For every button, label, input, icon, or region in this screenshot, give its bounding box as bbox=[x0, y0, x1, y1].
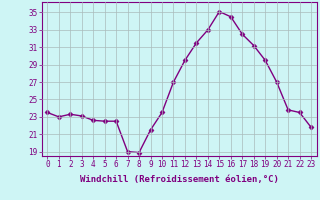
X-axis label: Windchill (Refroidissement éolien,°C): Windchill (Refroidissement éolien,°C) bbox=[80, 175, 279, 184]
